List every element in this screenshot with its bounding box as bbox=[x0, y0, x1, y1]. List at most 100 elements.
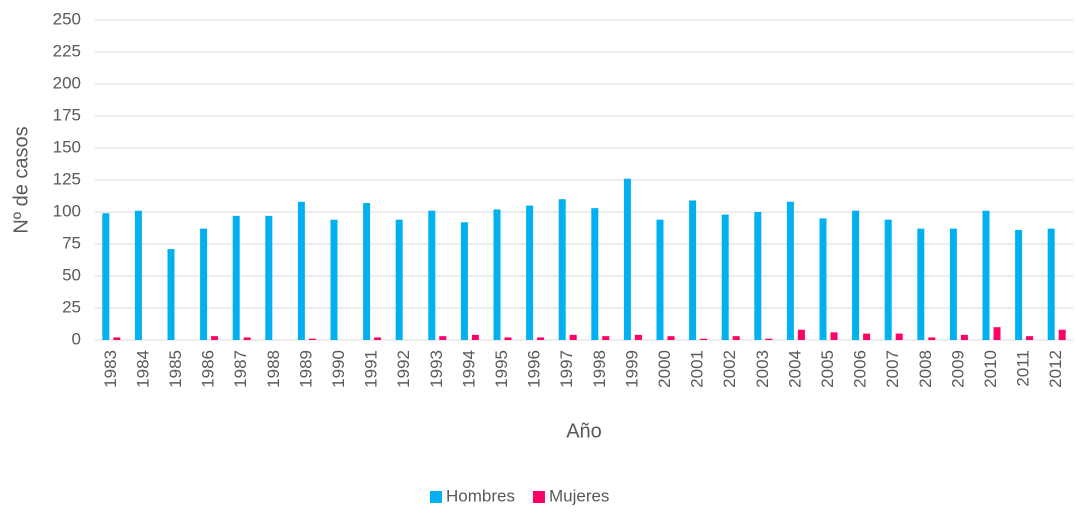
bar bbox=[819, 218, 827, 340]
bar bbox=[363, 203, 371, 340]
y-tick-label: 150 bbox=[53, 137, 81, 156]
bar bbox=[330, 219, 338, 340]
bar bbox=[102, 213, 110, 340]
bar bbox=[395, 219, 403, 340]
x-tick-label: 1993 bbox=[427, 350, 446, 388]
x-tick-label: 1990 bbox=[329, 350, 348, 388]
y-tick-label: 25 bbox=[62, 297, 81, 316]
bar bbox=[852, 210, 860, 340]
bar bbox=[439, 336, 447, 340]
bar bbox=[1026, 336, 1034, 340]
bar bbox=[134, 210, 142, 340]
bar bbox=[308, 338, 316, 340]
bar bbox=[754, 212, 762, 340]
bar bbox=[667, 336, 675, 340]
y-axis-label: Nº de casos bbox=[10, 126, 32, 233]
bar bbox=[200, 228, 208, 340]
x-tick-label: 2009 bbox=[948, 350, 967, 388]
x-tick-label: 2000 bbox=[655, 350, 674, 388]
y-tick-label: 100 bbox=[53, 201, 81, 220]
y-tick-label: 0 bbox=[72, 329, 81, 348]
x-tick-label: 1994 bbox=[459, 350, 478, 388]
x-tick-label: 2011 bbox=[1014, 350, 1033, 387]
bar bbox=[895, 333, 903, 340]
x-tick-label: 2005 bbox=[818, 350, 837, 388]
y-tick-label: 200 bbox=[53, 73, 81, 92]
bar bbox=[232, 215, 240, 340]
bar bbox=[471, 334, 479, 340]
x-tick-label: 1989 bbox=[296, 350, 315, 388]
y-tick-label: 75 bbox=[62, 233, 81, 252]
x-tick-label: 1991 bbox=[362, 350, 381, 388]
x-tick-label: 1996 bbox=[525, 350, 544, 388]
bar bbox=[1047, 228, 1055, 340]
bar bbox=[211, 336, 219, 340]
bar bbox=[265, 215, 273, 340]
x-tick-label: 2002 bbox=[720, 350, 739, 388]
x-tick-label: 1984 bbox=[133, 350, 152, 388]
bar bbox=[960, 334, 968, 340]
bar bbox=[113, 337, 121, 340]
bar bbox=[1015, 229, 1023, 340]
x-tick-label: 2008 bbox=[916, 350, 935, 388]
x-tick-label: 2010 bbox=[981, 350, 1000, 388]
bar bbox=[558, 199, 566, 340]
x-tick-label: 1995 bbox=[492, 350, 511, 388]
bar bbox=[863, 333, 871, 340]
x-tick-label: 2001 bbox=[688, 350, 707, 388]
bar bbox=[917, 228, 925, 340]
x-tick-label: 1998 bbox=[590, 350, 609, 388]
x-tick-label: 1983 bbox=[101, 350, 120, 388]
legend-swatch bbox=[430, 491, 442, 503]
x-axis-label: Año bbox=[566, 420, 602, 442]
y-tick-label: 250 bbox=[53, 9, 81, 28]
bar bbox=[1058, 329, 1066, 340]
bar bbox=[830, 332, 838, 340]
bar bbox=[374, 337, 382, 340]
y-tick-label: 125 bbox=[53, 169, 81, 188]
x-tick-label: 2012 bbox=[1046, 350, 1065, 388]
x-tick-label: 1992 bbox=[394, 350, 413, 388]
bar bbox=[689, 200, 697, 340]
bar bbox=[243, 337, 251, 340]
bar bbox=[591, 208, 599, 340]
legend-swatch bbox=[532, 491, 545, 503]
bar bbox=[721, 214, 729, 340]
legend-label: Mujeres bbox=[549, 486, 609, 505]
bar bbox=[928, 337, 936, 340]
x-tick-label: 1985 bbox=[166, 350, 185, 388]
bar bbox=[949, 228, 957, 340]
x-tick-label: 1986 bbox=[199, 350, 218, 388]
bar bbox=[167, 249, 175, 340]
bar bbox=[428, 210, 436, 340]
x-tick-label: 1997 bbox=[557, 350, 576, 388]
bar bbox=[569, 334, 577, 340]
y-tick-label: 225 bbox=[53, 41, 81, 60]
bar bbox=[797, 329, 805, 340]
x-tick-label: 2006 bbox=[851, 350, 870, 388]
y-tick-label: 175 bbox=[53, 105, 81, 124]
x-tick-label: 2004 bbox=[785, 350, 804, 388]
y-tick-label: 50 bbox=[62, 265, 81, 284]
bar bbox=[504, 337, 512, 340]
bar bbox=[765, 338, 773, 340]
bar bbox=[786, 201, 794, 340]
x-tick-label: 1987 bbox=[231, 350, 250, 388]
bar bbox=[623, 178, 631, 340]
bar bbox=[602, 336, 610, 340]
bar bbox=[732, 336, 740, 340]
legend-label: Hombres bbox=[446, 486, 515, 505]
bar bbox=[460, 222, 468, 340]
bar bbox=[297, 201, 305, 340]
x-tick-label: 2007 bbox=[883, 350, 902, 388]
bar bbox=[884, 219, 892, 340]
x-tick-label: 1999 bbox=[622, 350, 641, 388]
bar bbox=[700, 338, 708, 340]
bar bbox=[982, 210, 990, 340]
bar bbox=[537, 337, 545, 340]
bar bbox=[656, 219, 664, 340]
bar bbox=[993, 327, 1001, 340]
bar bbox=[493, 209, 501, 340]
bar bbox=[634, 334, 642, 340]
